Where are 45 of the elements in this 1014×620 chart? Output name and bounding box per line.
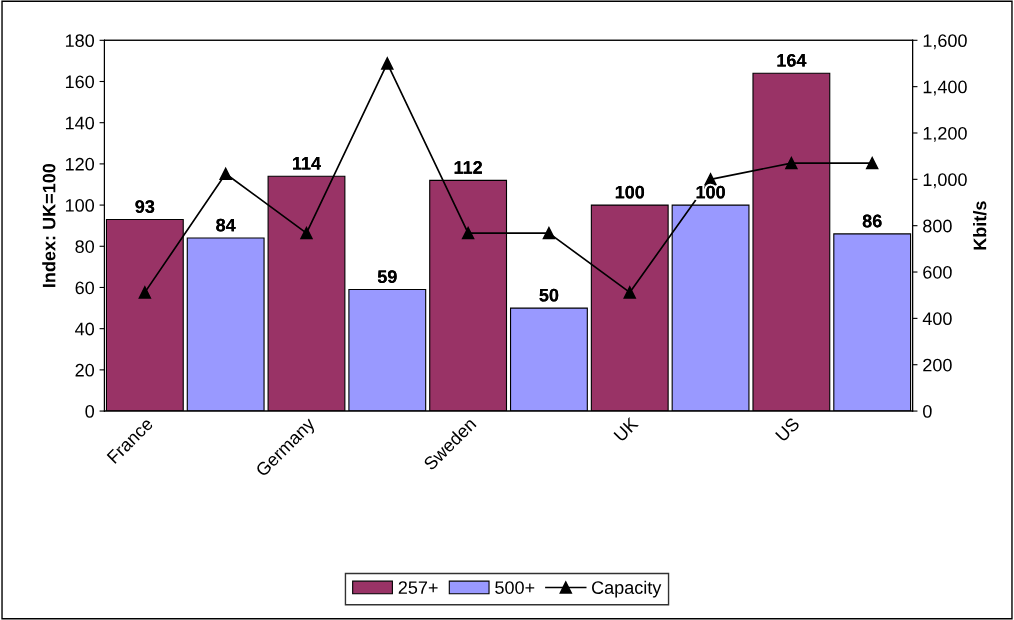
y-tick-label: 20 — [75, 363, 95, 377]
point — [542, 226, 556, 240]
y2-tick-label: 1,200 — [923, 126, 967, 142]
point — [461, 226, 475, 240]
data-label: 50 — [539, 288, 559, 302]
data-label: 100 — [615, 185, 645, 199]
legend-label: 500+ — [495, 581, 535, 594]
point — [300, 226, 313, 240]
y2-tick-label: 1,600 — [923, 34, 967, 50]
point — [138, 286, 152, 299]
data-label: 93 — [135, 200, 155, 213]
x-tick-label: UK — [613, 416, 639, 443]
data-label: 59 — [377, 270, 397, 283]
y2-tick-label: 1,000 — [923, 173, 967, 189]
y-tick-label: 0 — [85, 404, 95, 418]
legend-label: 257+ — [398, 581, 438, 594]
y-tick-label: 160 — [65, 75, 95, 89]
point — [704, 173, 717, 186]
y2-tick-label: 800 — [923, 219, 952, 233]
y2-tick-label: 600 — [923, 265, 952, 279]
y2-tick-label: 1,400 — [923, 80, 967, 96]
data-label: 84 — [216, 218, 236, 232]
point — [865, 156, 879, 170]
y-tick-label: 140 — [65, 116, 95, 130]
y-tick-label: 40 — [75, 322, 95, 336]
y2-tick-label: 400 — [922, 312, 952, 326]
data-label: 86 — [862, 214, 882, 228]
data-label: 164 — [777, 53, 807, 67]
y2-axis-title: Kbit/s — [973, 201, 987, 250]
point — [219, 167, 232, 181]
legend-label: Capacity — [592, 580, 662, 598]
data-label: 114 — [293, 157, 321, 170]
point — [785, 156, 798, 170]
y2-tick-label: 0 — [923, 404, 932, 418]
point — [623, 286, 636, 299]
y-tick-label: 80 — [75, 240, 95, 253]
y-axis-title: Index: UK=100 — [42, 163, 56, 287]
y-tick-label: 180 — [65, 34, 95, 48]
data-label: 112 — [454, 161, 482, 174]
y-tick-label: 100 — [65, 199, 95, 212]
x-tick-label: US — [774, 416, 801, 443]
y-tick-label: 120 — [65, 157, 95, 171]
point — [381, 57, 394, 70]
y2-tick-label: 200 — [923, 358, 952, 372]
y-tick-label: 60 — [75, 281, 95, 295]
